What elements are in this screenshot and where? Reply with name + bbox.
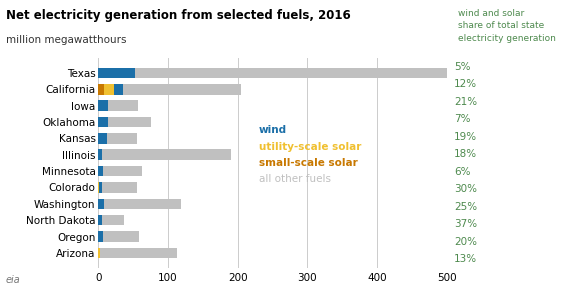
Bar bbox=[98, 198, 104, 209]
Bar bbox=[98, 182, 99, 193]
Text: eia: eia bbox=[6, 275, 20, 285]
Bar bbox=[98, 166, 142, 176]
Text: million megawatthours: million megawatthours bbox=[6, 35, 126, 45]
Text: 30%: 30% bbox=[454, 184, 477, 194]
Bar bbox=[98, 215, 124, 226]
Text: 18%: 18% bbox=[454, 149, 477, 159]
Bar bbox=[98, 133, 107, 144]
Bar bbox=[98, 231, 139, 242]
Bar bbox=[98, 68, 455, 78]
Text: utility-scale solar: utility-scale solar bbox=[259, 142, 361, 152]
Text: wind: wind bbox=[259, 125, 287, 135]
Text: 6%: 6% bbox=[454, 167, 470, 177]
Bar bbox=[98, 150, 231, 160]
Bar bbox=[98, 248, 101, 258]
Text: 19%: 19% bbox=[454, 132, 477, 142]
Bar bbox=[98, 68, 134, 78]
Text: 13%: 13% bbox=[454, 254, 477, 264]
Bar bbox=[98, 182, 137, 193]
Bar bbox=[98, 100, 138, 111]
Bar bbox=[98, 84, 123, 95]
Text: Net electricity generation from selected fuels, 2016: Net electricity generation from selected… bbox=[6, 9, 350, 22]
Bar bbox=[98, 182, 102, 193]
Bar bbox=[98, 248, 177, 258]
Text: 12%: 12% bbox=[454, 79, 477, 89]
Text: small-scale solar: small-scale solar bbox=[259, 158, 357, 168]
Bar bbox=[98, 117, 108, 127]
Text: 21%: 21% bbox=[454, 97, 477, 107]
Text: all other fuels: all other fuels bbox=[259, 174, 330, 184]
Text: 37%: 37% bbox=[454, 219, 477, 229]
Bar bbox=[98, 100, 108, 111]
Text: wind and solar
share of total state
electricity generation: wind and solar share of total state elec… bbox=[458, 9, 556, 43]
Bar bbox=[98, 84, 114, 95]
Bar bbox=[98, 198, 180, 209]
Text: 20%: 20% bbox=[454, 237, 477, 246]
Bar bbox=[98, 84, 241, 95]
Text: 7%: 7% bbox=[454, 114, 470, 124]
Bar bbox=[98, 215, 102, 226]
Bar bbox=[98, 166, 103, 176]
Bar bbox=[98, 133, 137, 144]
Bar bbox=[98, 117, 151, 127]
Bar bbox=[98, 150, 102, 160]
Bar bbox=[98, 248, 101, 258]
Text: 5%: 5% bbox=[454, 62, 470, 72]
Bar bbox=[98, 231, 103, 242]
Bar bbox=[98, 84, 104, 95]
Text: 25%: 25% bbox=[454, 202, 477, 212]
